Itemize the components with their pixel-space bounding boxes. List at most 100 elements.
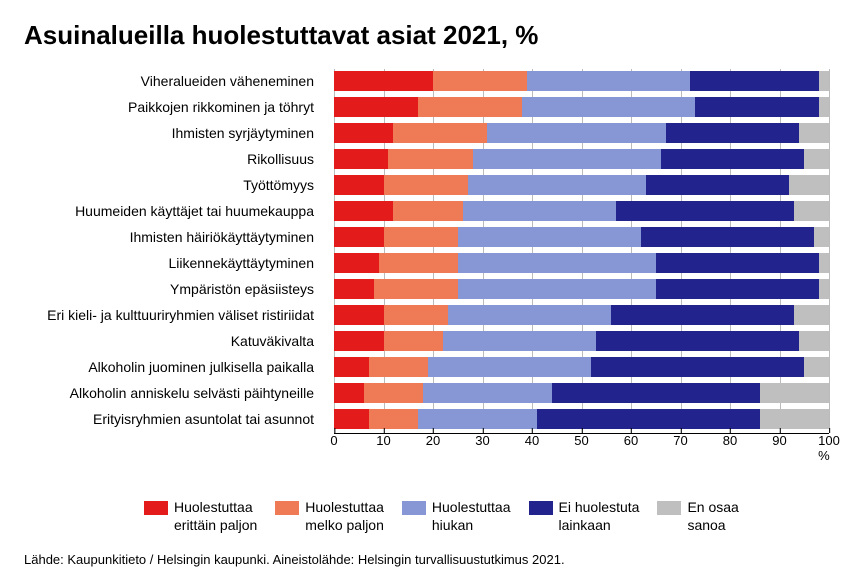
bar-segment [666,123,800,143]
x-axis: 0102030405060708090100 % [334,433,829,463]
bar-segment [799,123,829,143]
bar-segment [760,409,829,429]
bar-segment [522,97,695,117]
legend-item: Ei huolestutalainkaan [529,499,640,534]
bar-row: Ihmisten syrjäytyminen [334,121,839,145]
legend: Huolestuttaaerittäin paljon Huolestuttaam… [144,499,839,534]
bar-row: Alkoholin anniskelu selvästi päihtyneill… [334,381,839,405]
bar-row: Työttömyys [334,173,839,197]
bar-segment [448,305,611,325]
x-tick: 20 [426,433,440,448]
bar-segment [334,279,374,299]
bar-row: Alkoholin juominen julkisella paikalla [334,355,839,379]
bar-track [334,97,829,117]
bar-segment [641,227,814,247]
chart-area: Viheralueiden väheneminen Paikkojen rikko… [24,69,839,431]
chart-title: Asuinalueilla huolestuttavat asiat 2021,… [24,20,839,51]
row-label: Alkoholin juominen julkisella paikalla [24,359,324,375]
bar-segment [819,97,829,117]
bar-segment [384,305,448,325]
bar-track [334,123,829,143]
bar-segment [364,383,423,403]
bar-segment [334,357,369,377]
bar-segment [384,175,468,195]
bar-segment [760,383,829,403]
bar-segment [804,149,829,169]
bar-segment [794,305,829,325]
bar-row: Ihmisten häiriökäyttäytyminen [334,225,839,249]
bar-segment [799,331,829,351]
x-tick: 80 [723,433,737,448]
bar-row: Katuväkivalta [334,329,839,353]
bar-segment [473,149,661,169]
bar-track [334,409,829,429]
row-label: Työttömyys [24,177,324,193]
bar-segment [591,357,804,377]
bar-segment [369,409,419,429]
bar-segment [384,331,443,351]
bar-row: Huumeiden käyttäjet tai huumekauppa [334,199,839,223]
x-tick: 50 [574,433,588,448]
bar-segment [789,175,829,195]
bar-segment [334,409,369,429]
x-tick: 30 [475,433,489,448]
source-citation: Lähde: Kaupunkitieto / Helsingin kaupunk… [24,552,839,567]
bar-segment [794,201,829,221]
bar-segment [527,71,690,91]
row-label: Alkoholin anniskelu selvästi päihtyneill… [24,385,324,401]
bar-segment [334,97,418,117]
bar-segment [334,383,364,403]
bar-segment [463,201,616,221]
legend-label: Huolestuttaaerittäin paljon [174,499,257,534]
bar-row: Paikkojen rikkominen ja töhryt [334,95,839,119]
bar-segment [334,253,379,273]
bar-segment [334,149,388,169]
bar-segment [393,123,487,143]
bar-segment [458,279,656,299]
bar-segment [596,331,799,351]
bar-segment [334,201,393,221]
bar-segment [552,383,760,403]
bar-segment [334,331,384,351]
bar-track [334,175,829,195]
legend-label: Ei huolestutalainkaan [559,499,640,534]
bar-segment [819,279,829,299]
x-tick: 90 [772,433,786,448]
x-tick: 70 [673,433,687,448]
bar-segment [379,253,458,273]
legend-swatch [657,501,681,515]
x-tick: 60 [624,433,638,448]
bar-track [334,149,829,169]
x-tick: 100 % [818,433,840,463]
row-label: Erityisryhmien asuntolat tai asunnot [24,411,324,427]
bar-segment [656,279,819,299]
bar-segment [388,149,472,169]
bar-segment [537,409,760,429]
bar-segment [819,71,829,91]
bar-segment [458,253,656,273]
legend-swatch [529,501,553,515]
legend-item: Huolestuttaahiukan [402,499,511,534]
bar-track [334,253,829,273]
bar-segment [814,227,829,247]
bar-segment [458,227,641,247]
legend-swatch [402,501,426,515]
bar-segment [374,279,458,299]
bar-segment [369,357,428,377]
row-label: Katuväkivalta [24,333,324,349]
bar-segment [418,97,522,117]
bar-segment [384,227,458,247]
x-tick: 10 [376,433,390,448]
bar-segment [611,305,794,325]
bar-segment [428,357,591,377]
bar-track [334,201,829,221]
bar-segment [804,357,829,377]
legend-label: Huolestuttaahiukan [432,499,511,534]
bar-segment [468,175,646,195]
legend-swatch [144,501,168,515]
row-label: Viheralueiden väheneminen [24,73,324,89]
legend-label: Huolestuttaamelko paljon [305,499,384,534]
legend-swatch [275,501,299,515]
bar-row: Rikollisuus [334,147,839,171]
x-tick: 0 [330,433,337,448]
